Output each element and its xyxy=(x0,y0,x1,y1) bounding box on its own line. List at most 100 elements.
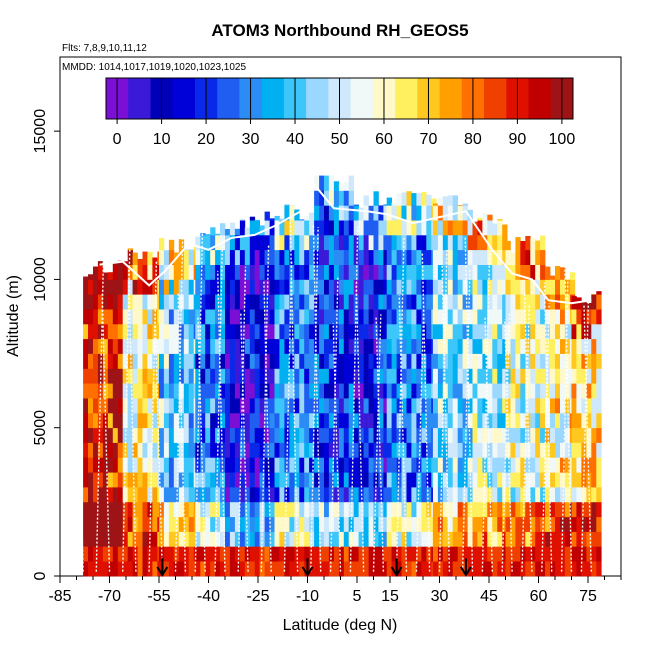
heatmap-cell xyxy=(545,546,551,562)
heatmap-cell xyxy=(437,427,444,443)
heatmap-cell xyxy=(525,561,531,577)
heatmap-cell xyxy=(432,264,439,280)
heatmap-cell xyxy=(163,546,170,562)
heatmap-cell xyxy=(581,368,587,384)
heatmap-cell xyxy=(205,531,211,547)
heatmap-cell xyxy=(353,220,359,236)
heatmap-cell xyxy=(324,175,330,191)
heatmap-cell xyxy=(200,531,206,547)
heatmap-cell xyxy=(581,561,587,577)
heatmap-cell xyxy=(416,531,422,547)
heatmap-cell xyxy=(391,516,397,532)
heatmap-cell xyxy=(386,220,392,236)
heatmap-cell xyxy=(274,546,280,562)
heatmap-cell xyxy=(497,294,503,310)
heatmap-cell xyxy=(259,234,265,251)
heatmap-cell xyxy=(343,427,350,443)
heatmap-cell xyxy=(482,249,488,265)
heatmap-cell xyxy=(406,323,412,340)
heatmap-cell xyxy=(426,427,432,443)
heatmap-cell xyxy=(225,353,231,369)
heatmap-cell xyxy=(324,487,330,503)
heatmap-cell xyxy=(540,442,546,458)
heatmap-cell xyxy=(284,309,290,325)
heatmap-cell xyxy=(210,427,216,443)
heatmap-cell xyxy=(401,249,407,265)
heatmap-cell xyxy=(525,442,531,458)
heatmap-cell xyxy=(324,501,330,518)
heatmap-cell xyxy=(391,561,397,577)
heatmap-cell xyxy=(348,442,354,458)
heatmap-cell xyxy=(432,383,439,399)
heatmap-cell xyxy=(487,214,493,221)
colorbar-tick-label: 90 xyxy=(509,131,527,148)
heatmap-cell xyxy=(426,249,432,265)
heatmap-cell xyxy=(132,427,138,443)
heatmap-cell xyxy=(396,249,402,265)
heatmap-cell xyxy=(363,323,369,340)
heatmap-cell xyxy=(122,516,128,532)
heatmap-cell xyxy=(83,487,89,503)
heatmap-cell xyxy=(205,294,211,310)
heatmap-cell xyxy=(112,294,119,310)
heatmap-cell xyxy=(416,264,422,280)
heatmap-cell xyxy=(530,383,536,399)
heatmap-cell xyxy=(195,472,201,488)
heatmap-cell xyxy=(406,383,412,399)
heatmap-cell xyxy=(107,309,114,325)
heatmap-cell xyxy=(314,516,320,532)
heatmap-cell xyxy=(304,309,310,325)
heatmap-cell xyxy=(502,531,508,547)
heatmap-cell xyxy=(348,383,354,399)
heatmap-cell xyxy=(386,249,392,265)
heatmap-cell xyxy=(353,205,359,221)
heatmap-cell xyxy=(152,368,158,384)
heatmap-cell xyxy=(421,368,427,384)
heatmap-cell xyxy=(462,412,468,429)
heatmap-cell xyxy=(586,353,592,369)
heatmap-cell xyxy=(505,353,511,369)
heatmap-cell xyxy=(152,257,158,265)
heatmap-cell xyxy=(328,398,335,414)
heatmap-cell xyxy=(406,487,412,503)
heatmap-cell xyxy=(299,353,305,369)
heatmap-cell xyxy=(442,220,449,236)
heatmap-cell xyxy=(426,353,432,369)
heatmap-cell xyxy=(447,368,454,384)
heatmap-cell xyxy=(112,398,119,414)
heatmap-cell xyxy=(586,561,592,577)
heatmap-cell xyxy=(304,398,310,414)
heatmap-cell xyxy=(324,427,330,443)
heatmap-cell xyxy=(555,323,561,340)
heatmap-cell xyxy=(343,398,350,414)
heatmap-cell xyxy=(416,368,422,384)
heatmap-cell xyxy=(299,442,305,458)
heatmap-cell xyxy=(324,368,330,384)
heatmap-cell xyxy=(591,501,597,518)
heatmap-cell xyxy=(324,561,330,577)
heatmap-cell xyxy=(586,323,592,340)
heatmap-cell xyxy=(576,501,582,518)
heatmap-cell xyxy=(137,516,143,532)
heatmap-cell xyxy=(159,383,165,399)
heatmap-cell xyxy=(269,472,275,488)
heatmap-cell xyxy=(239,442,246,458)
heatmap-cell xyxy=(314,323,320,340)
heatmap-cell xyxy=(328,383,335,399)
heatmap-cell xyxy=(363,561,369,577)
heatmap-cell xyxy=(515,237,521,251)
heatmap-cell xyxy=(497,501,503,518)
heatmap-cell xyxy=(178,338,185,354)
heatmap-cell xyxy=(333,294,340,310)
heatmap-cell xyxy=(234,279,241,295)
heatmap-cell xyxy=(411,353,417,369)
heatmap-cell xyxy=(324,472,330,488)
heatmap-cell xyxy=(254,546,260,562)
heatmap-cell xyxy=(269,501,275,518)
heatmap-cell xyxy=(472,561,478,577)
x-tick-label: 60 xyxy=(530,588,548,605)
heatmap-cell xyxy=(220,427,226,443)
heatmap-cell xyxy=(127,472,133,488)
heatmap-cell xyxy=(510,412,516,429)
flight-profile-line xyxy=(127,264,137,572)
